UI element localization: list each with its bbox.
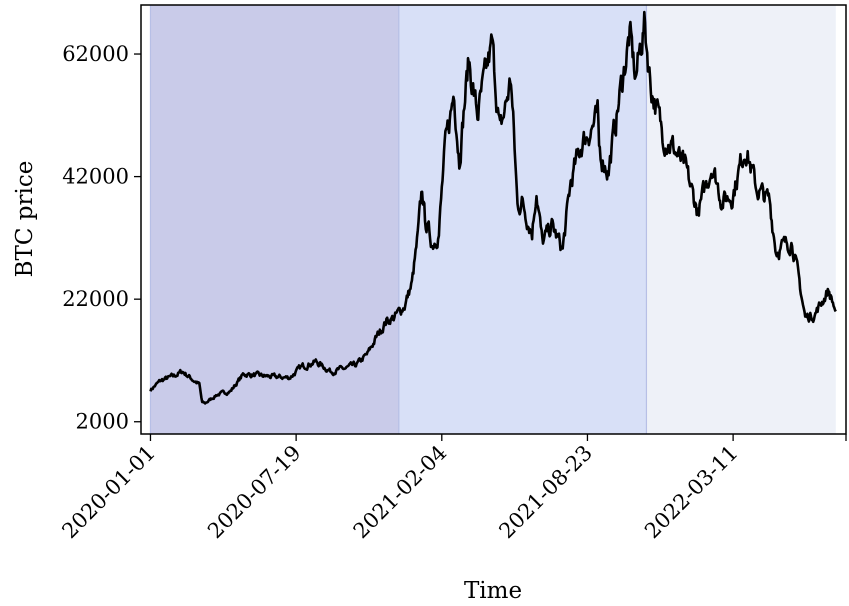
x-tick-label-2020-01-01: 2020-01-01 <box>57 441 160 544</box>
y-tick-label-42000: 42000 <box>62 165 129 189</box>
region-1 <box>150 5 399 434</box>
y-tick-label-22000: 22000 <box>62 287 129 311</box>
series-line-1 <box>149 10 837 405</box>
x-tick-label-2021-02-04: 2021-02-04 <box>349 441 452 544</box>
x-tick-label-2021-08-23: 2021-08-23 <box>494 441 597 544</box>
y-axis-ticks: 2000 22000 42000 62000 <box>62 42 141 434</box>
y-tick-label-2000: 2000 <box>76 410 129 434</box>
price-series <box>149 10 837 405</box>
y-tick-label-62000: 62000 <box>62 42 129 66</box>
x-axis-ticks: 2020-01-01 2020-07-19 2021-02-04 2021-08-23… <box>57 434 847 544</box>
region-2 <box>398 5 647 434</box>
plot-frame <box>140 4 847 435</box>
region-3 <box>646 5 836 434</box>
x-tick-label-2022-03-11: 2022-03-11 <box>640 441 743 544</box>
x-axis-label: Time <box>464 578 522 604</box>
y-axis-label: BTC price <box>12 161 38 278</box>
x-tick-label-2020-07-19: 2020-07-19 <box>203 441 306 544</box>
